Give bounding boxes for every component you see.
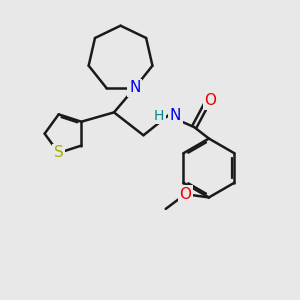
Text: N: N (129, 80, 140, 95)
Text: O: O (179, 187, 191, 202)
Text: H: H (154, 109, 164, 123)
Text: S: S (54, 146, 64, 160)
Text: N: N (169, 108, 181, 123)
Text: O: O (205, 93, 217, 108)
